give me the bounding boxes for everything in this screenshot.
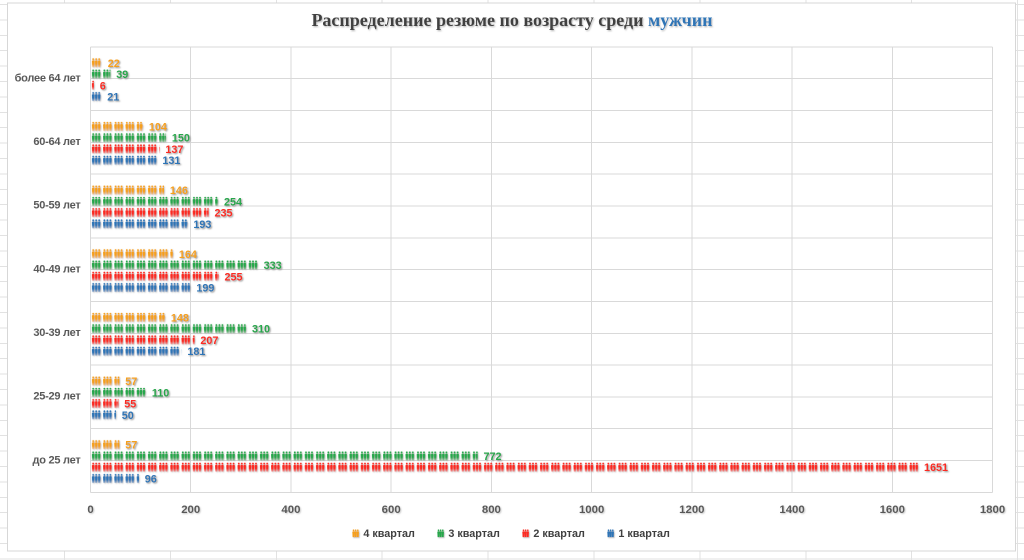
svg-text:600: 600 <box>382 504 401 516</box>
svg-text:254: 254 <box>224 196 242 208</box>
svg-text:310: 310 <box>252 324 270 336</box>
svg-text:50: 50 <box>122 410 134 422</box>
svg-text:137: 137 <box>165 144 183 156</box>
svg-text:более 64 лет: более 64 лет <box>15 72 82 84</box>
svg-text:199: 199 <box>196 283 214 295</box>
svg-text:до 25 лет: до 25 лет <box>32 454 81 466</box>
svg-text:150: 150 <box>172 133 190 145</box>
svg-text:57: 57 <box>125 440 137 452</box>
svg-text:4 квартал: 4 квартал <box>363 528 415 540</box>
svg-text:207: 207 <box>200 335 218 347</box>
svg-text:2 квартал: 2 квартал <box>533 528 585 540</box>
svg-text:1200: 1200 <box>679 504 704 516</box>
svg-text:6: 6 <box>100 80 106 92</box>
svg-text:1600: 1600 <box>880 504 905 516</box>
svg-text:30-39 лет: 30-39 лет <box>33 327 81 339</box>
svg-text:1 квартал: 1 квартал <box>618 528 670 540</box>
svg-text:39: 39 <box>116 69 128 81</box>
svg-text:1800: 1800 <box>980 504 1005 516</box>
svg-text:193: 193 <box>193 219 211 231</box>
svg-text:Распределение резюме по возрас: Распределение резюме по возрасту среди м… <box>311 10 712 30</box>
svg-text:50-59 лет: 50-59 лет <box>33 200 81 212</box>
svg-text:333: 333 <box>264 260 282 272</box>
svg-text:772: 772 <box>484 451 502 463</box>
svg-text:25-29 лет: 25-29 лет <box>33 391 81 403</box>
svg-text:57: 57 <box>125 376 137 388</box>
svg-text:131: 131 <box>162 155 180 167</box>
svg-text:235: 235 <box>214 208 232 220</box>
svg-text:148: 148 <box>171 312 189 324</box>
svg-text:800: 800 <box>482 504 501 516</box>
svg-text:0: 0 <box>87 504 93 516</box>
svg-text:104: 104 <box>149 121 167 133</box>
svg-text:400: 400 <box>281 504 300 516</box>
svg-text:110: 110 <box>152 387 169 399</box>
svg-text:1651: 1651 <box>924 462 948 474</box>
svg-text:22: 22 <box>108 58 120 70</box>
svg-text:55: 55 <box>124 399 136 411</box>
svg-text:40-49 лет: 40-49 лет <box>33 263 81 275</box>
svg-text:3 квартал: 3 квартал <box>448 528 500 540</box>
svg-text:164: 164 <box>179 249 197 261</box>
svg-text:181: 181 <box>187 346 205 358</box>
svg-text:60-64 лет: 60-64 лет <box>33 136 81 148</box>
svg-text:1000: 1000 <box>579 504 604 516</box>
svg-text:200: 200 <box>181 504 200 516</box>
svg-text:255: 255 <box>224 271 242 283</box>
svg-text:96: 96 <box>145 474 157 486</box>
svg-text:21: 21 <box>107 92 119 104</box>
svg-text:146: 146 <box>170 185 188 197</box>
svg-text:1400: 1400 <box>779 504 804 516</box>
